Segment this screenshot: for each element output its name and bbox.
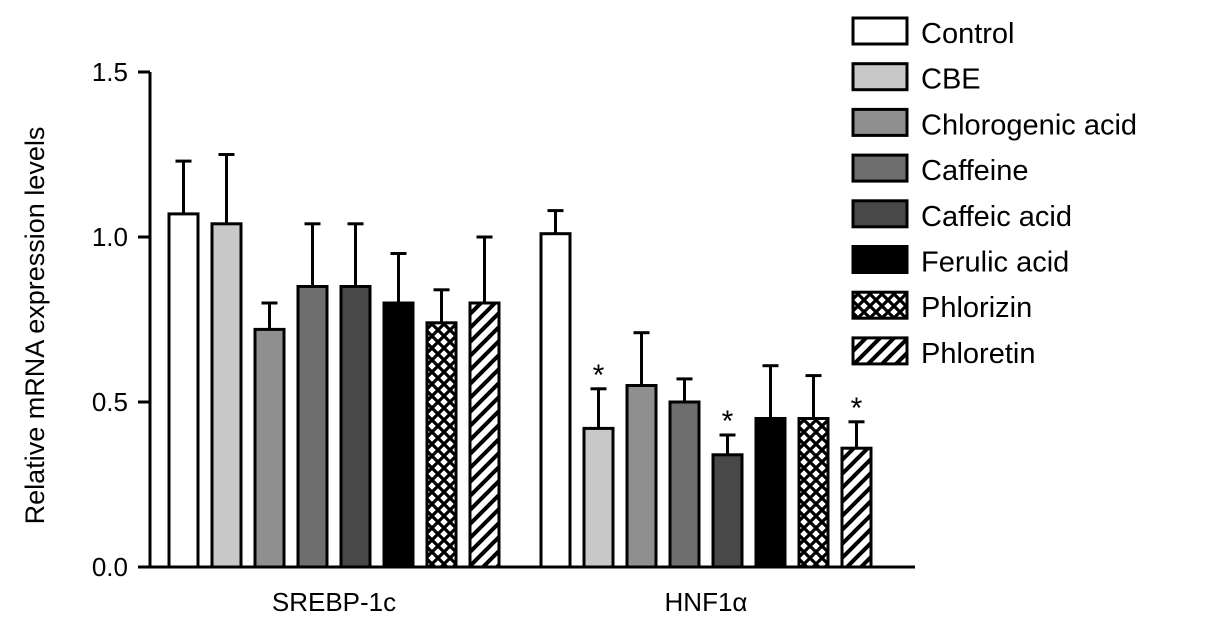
- bar: [382, 301, 415, 569]
- legend-label: Phlorizin: [921, 292, 1032, 324]
- bar: [539, 232, 572, 569]
- legend-label: Chlorogenic acid: [921, 109, 1137, 141]
- bar: [339, 285, 372, 569]
- bars: * * *: [167, 153, 873, 569]
- y-tick-label: 1.5: [92, 57, 128, 87]
- x-category-label: SREBP-1c: [272, 587, 396, 617]
- bar: [425, 321, 458, 569]
- bar: [840, 446, 873, 569]
- y-tick-label: 0.0: [92, 552, 128, 582]
- y-axis-title: Relative mRNA expression levels: [20, 127, 50, 525]
- legend-swatch: [851, 336, 909, 366]
- legend-label: Caffeine: [921, 155, 1029, 187]
- bar: [625, 384, 658, 569]
- significance-marker: *: [722, 405, 734, 438]
- y-tick-label: 0.5: [92, 387, 128, 417]
- significance-marker: *: [593, 359, 605, 392]
- legend-label: Ferulic acid: [921, 247, 1069, 279]
- legend-label: Control: [921, 18, 1015, 50]
- bar: [668, 400, 701, 569]
- axes: 0.0 0.5 1.0 1.5 Relative mRNA expression lev…: [20, 57, 915, 617]
- legend-swatch: [851, 16, 909, 46]
- bar: [582, 426, 615, 569]
- bar: [468, 301, 501, 569]
- legend-swatch: [851, 199, 909, 229]
- legend-swatch: [851, 107, 909, 137]
- legend-swatch: [851, 62, 909, 92]
- legend-label: Phloretin: [921, 338, 1035, 370]
- bar: [754, 417, 787, 569]
- bar: [253, 327, 286, 569]
- x-category-label: HNF1α: [665, 587, 748, 617]
- significance-marker: *: [851, 392, 863, 425]
- legend-swatch: [851, 153, 909, 183]
- bar: [296, 285, 329, 569]
- legend: Control CBE Chlorogenic acid Caffeine Caffei…: [851, 16, 1137, 370]
- bar: [797, 417, 830, 569]
- bar: [210, 222, 243, 569]
- bar: [711, 453, 744, 569]
- bar: [167, 212, 200, 569]
- y-tick-label: 1.0: [92, 222, 128, 252]
- legend-label: CBE: [921, 64, 981, 96]
- legend-swatch: [851, 245, 909, 274]
- legend-label: Caffeic acid: [921, 201, 1072, 233]
- legend-swatch: [851, 290, 909, 320]
